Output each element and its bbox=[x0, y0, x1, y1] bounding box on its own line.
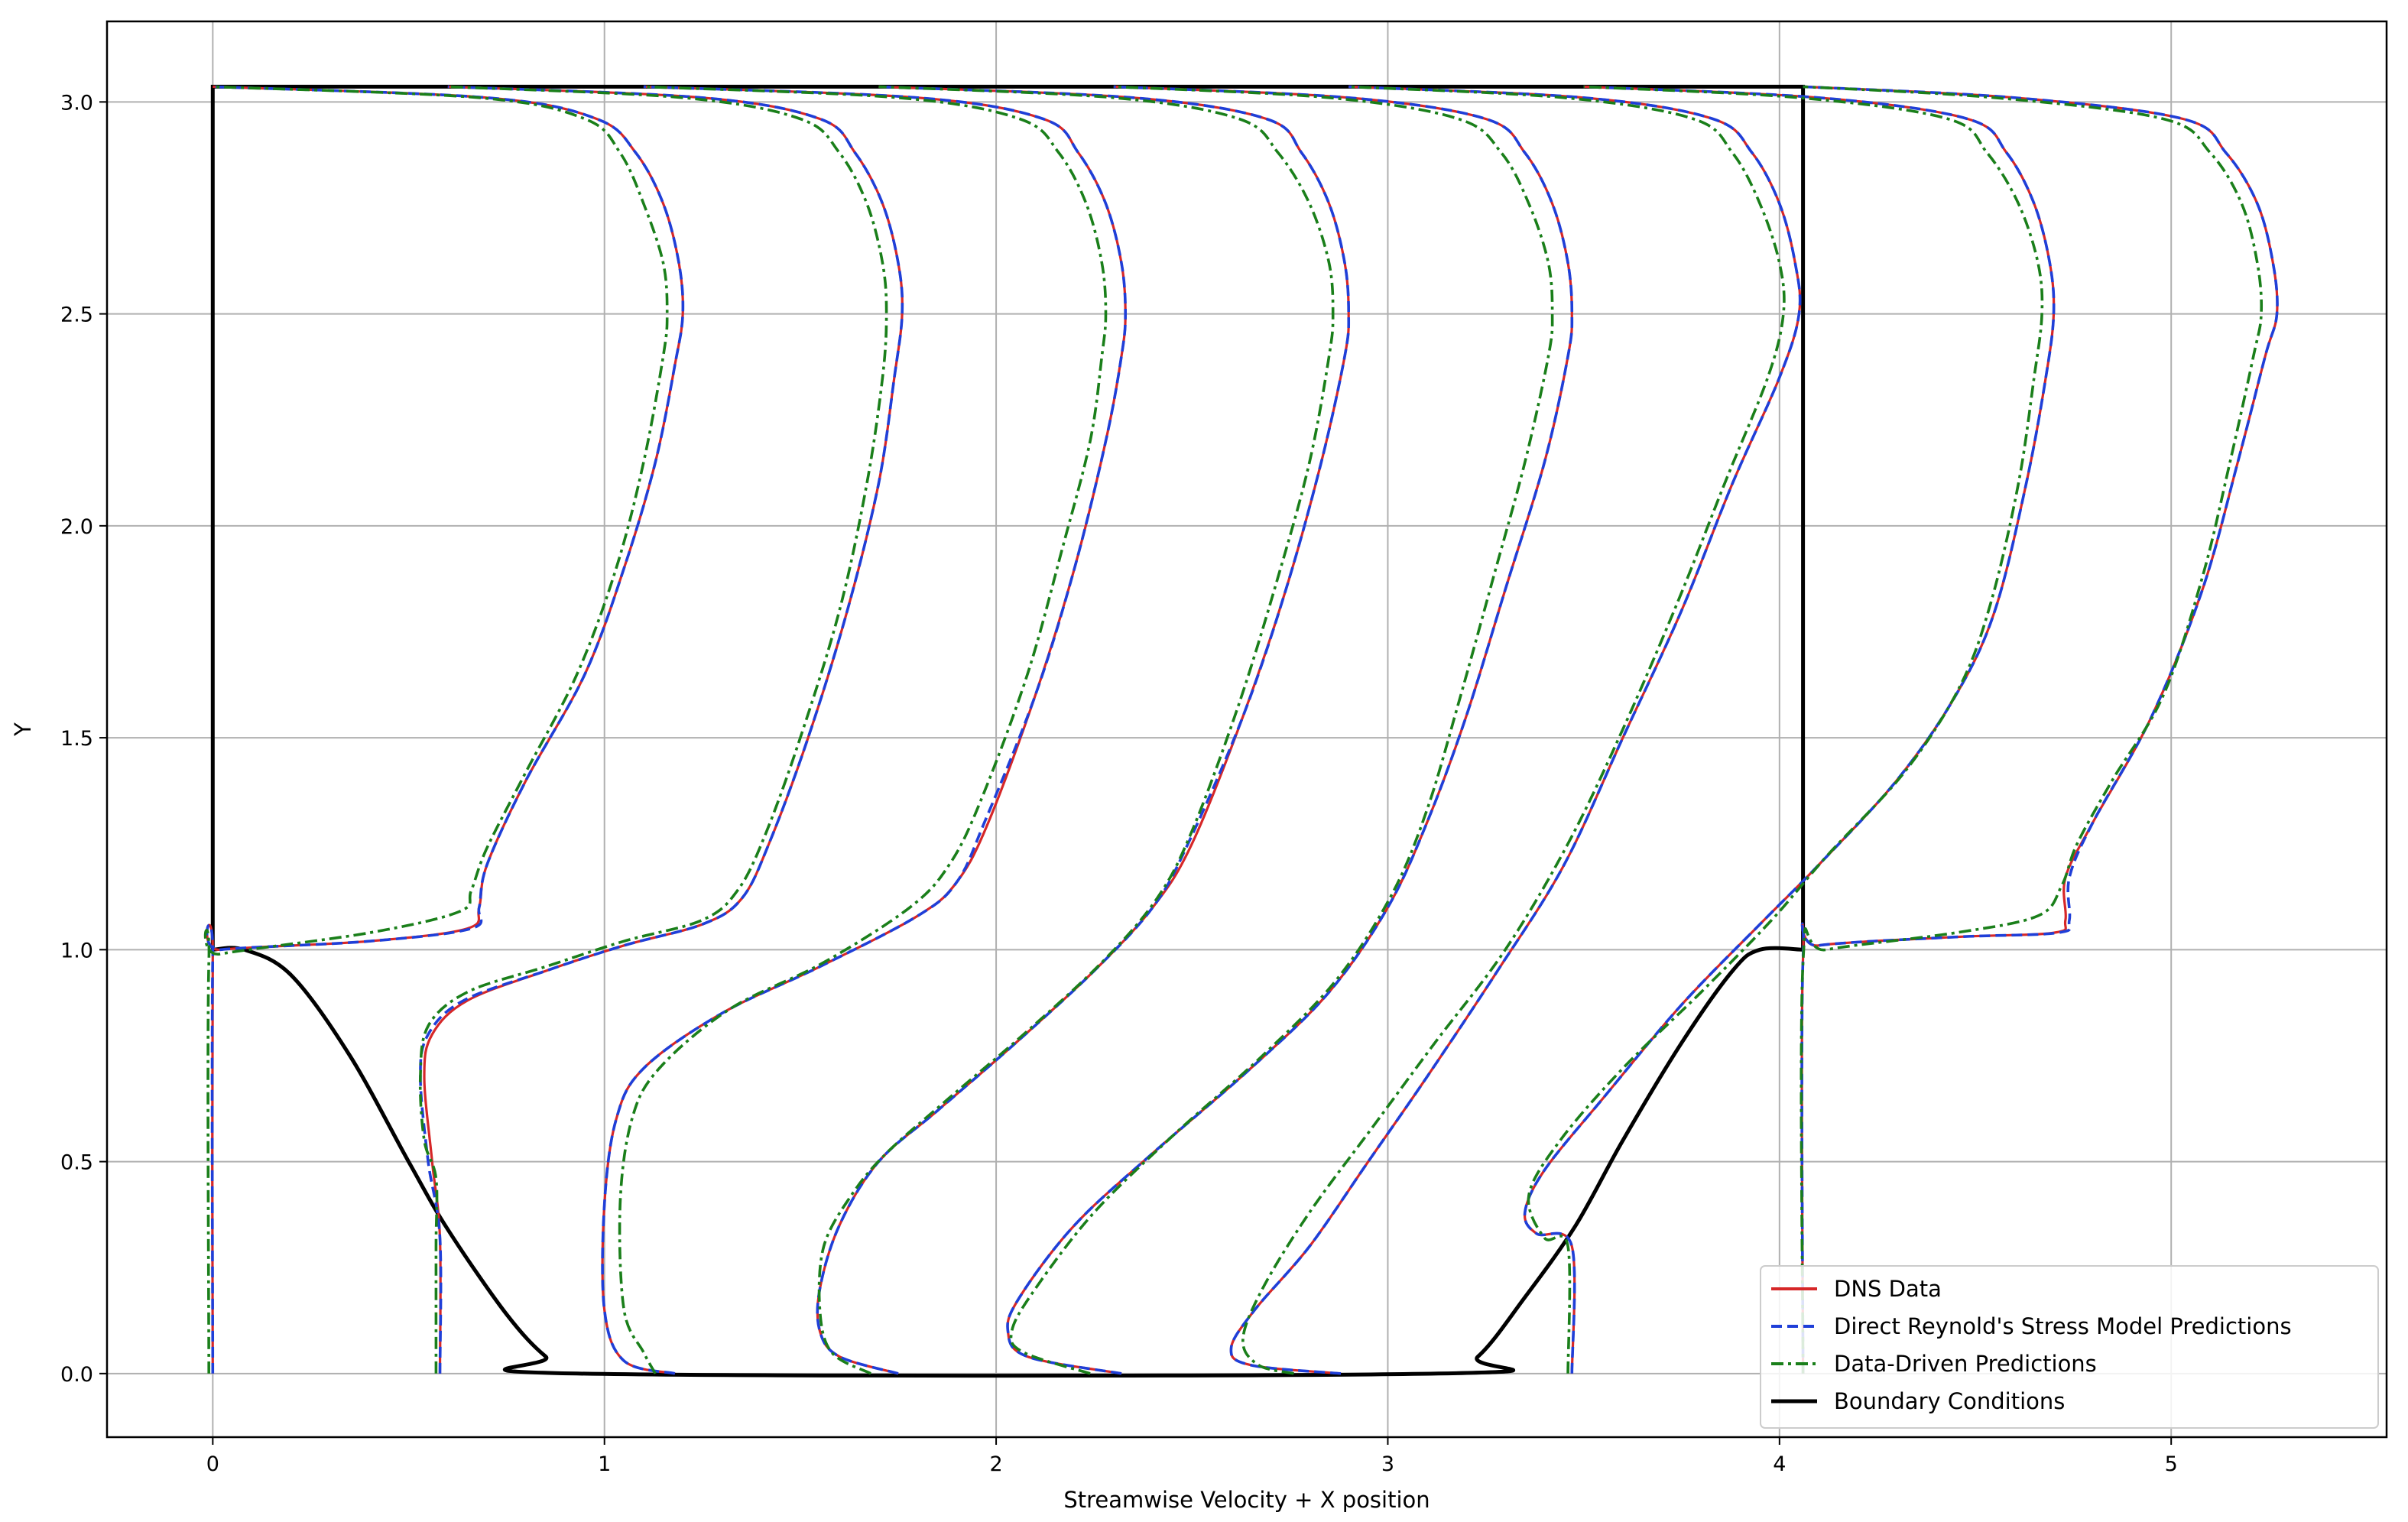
legend-entry-label: Boundary Conditions bbox=[1834, 1388, 2065, 1414]
y-tick-label: 3.0 bbox=[60, 91, 93, 115]
profile-5-rsm-line bbox=[1006, 85, 1574, 1375]
x-tick-label: 1 bbox=[598, 1452, 611, 1476]
y-tick-label: 0.0 bbox=[60, 1363, 93, 1387]
legend: DNS Data Direct Reynold's Stress Model Pr… bbox=[1760, 1265, 2379, 1429]
profile-4-dd-line bbox=[817, 85, 1335, 1375]
y-tick-label: 2.5 bbox=[60, 303, 93, 327]
profile-5-dd-line bbox=[1009, 85, 1554, 1375]
profile-2-dd-line bbox=[418, 85, 888, 1374]
profile-7-dd-line bbox=[1527, 85, 2044, 1374]
profile-2-rsm-line bbox=[419, 85, 904, 1374]
y-tick-label: 0.5 bbox=[60, 1151, 93, 1175]
legend-entry-label: Direct Reynold's Stress Model Prediction… bbox=[1834, 1313, 2292, 1339]
boundary-box-line bbox=[210, 84, 1806, 950]
y-tick-label: 1.5 bbox=[60, 727, 93, 751]
profile-4-rsm-line bbox=[816, 85, 1351, 1375]
plot-area bbox=[203, 84, 2279, 1378]
axes-frame bbox=[105, 20, 2388, 1439]
profile-3-dd-line bbox=[618, 85, 1108, 1374]
profile-6-rsm-line bbox=[1229, 85, 1802, 1375]
profile-1-dd-line bbox=[203, 85, 669, 1374]
y-tick-label: 2.0 bbox=[60, 515, 93, 539]
legend-box bbox=[1760, 1265, 2379, 1429]
y-tick-label: 1.0 bbox=[60, 939, 93, 962]
profile-8-dd-line bbox=[1800, 85, 2264, 1374]
profile-8-rsm-line bbox=[1800, 85, 2279, 1374]
x-axis-label: Streamwise Velocity + X position bbox=[1063, 1487, 1430, 1513]
y-axis-label: Y bbox=[10, 722, 36, 737]
profile-6-dd-line bbox=[1241, 85, 1786, 1375]
boundary-hill-line bbox=[213, 946, 1803, 1378]
profile-7-rsm-line bbox=[1523, 85, 2056, 1374]
profile-1-rsm-line bbox=[205, 85, 685, 1374]
x-tick-label: 5 bbox=[2165, 1452, 2178, 1476]
legend-entry-label: DNS Data bbox=[1834, 1276, 1942, 1302]
ticks: 0 1 2 3 4 5 0.0 0.5 1.0 1.5 2.0 2.5 3.0 bbox=[60, 91, 2178, 1476]
x-tick-label: 3 bbox=[1381, 1452, 1394, 1476]
profile-3-rsm-line bbox=[601, 85, 1127, 1375]
x-tick-label: 2 bbox=[989, 1452, 1002, 1476]
x-tick-label: 4 bbox=[1773, 1452, 1786, 1476]
x-tick-label: 0 bbox=[206, 1452, 219, 1476]
legend-entry-label: Data-Driven Predictions bbox=[1834, 1351, 2097, 1377]
